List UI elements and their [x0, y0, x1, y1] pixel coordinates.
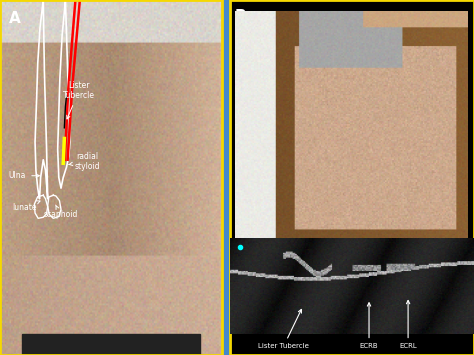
Text: Lister
Tubercle: Lister Tubercle [63, 81, 95, 119]
Text: radial
styloid: radial styloid [69, 152, 100, 171]
Text: Lister Tubercle: Lister Tubercle [258, 310, 309, 349]
Text: lunate: lunate [12, 201, 40, 212]
Text: B: B [235, 9, 246, 24]
Bar [22, 334, 200, 355]
Text: ECRB: ECRB [360, 303, 378, 349]
Text: Ulna: Ulna [9, 171, 39, 180]
Text: Ulnar
Aspect: Ulnar Aspect [237, 86, 263, 105]
Text: A: A [9, 11, 21, 26]
Text: Radial
Aspect: Radial Aspect [441, 86, 467, 105]
Text: scaphoid: scaphoid [43, 205, 78, 219]
Bar [222, 0, 230, 355]
Text: ECRL: ECRL [399, 300, 417, 349]
